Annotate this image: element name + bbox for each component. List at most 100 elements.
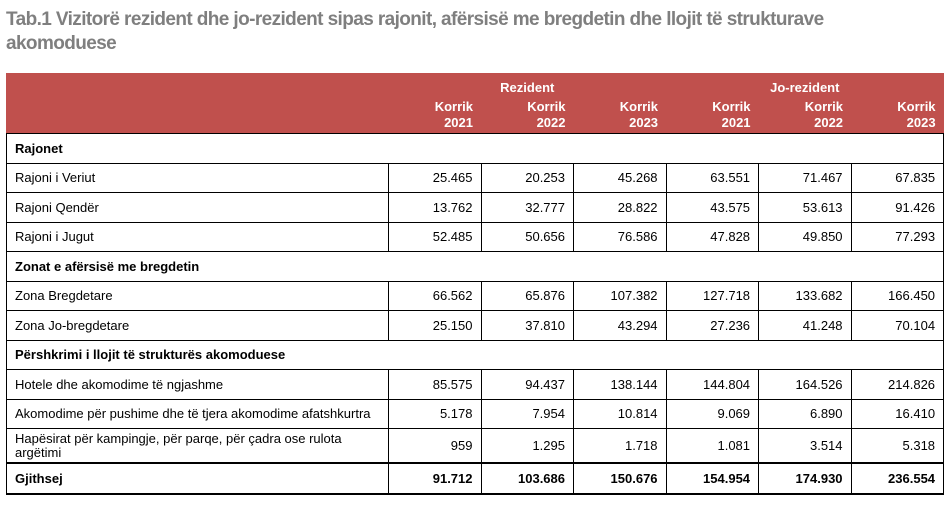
header-year: 2023 bbox=[629, 115, 659, 130]
cell-value: 5.178 bbox=[388, 398, 482, 429]
row-label: Gjithsej bbox=[6, 462, 389, 495]
header-year: 2022 bbox=[536, 115, 566, 130]
header-year: 2021 bbox=[444, 115, 473, 130]
header-month: Korrik bbox=[804, 99, 844, 114]
header-year-col: Korrik 2023 bbox=[573, 95, 667, 134]
row-label: Rajoni i Veriut bbox=[6, 162, 389, 193]
cell-value: 53.613 bbox=[758, 192, 852, 223]
cell-value: 47.828 bbox=[665, 221, 760, 252]
row-label: Rajoni i Jugut bbox=[6, 221, 389, 252]
table-row: Rajoni i Veriut 25.465 20.253 45.268 63.… bbox=[6, 162, 945, 193]
cell-value: 41.248 bbox=[758, 310, 852, 341]
cell-value: 144.804 bbox=[665, 369, 760, 400]
cell-value: 7.954 bbox=[480, 398, 574, 429]
cell-value: 13.762 bbox=[388, 192, 482, 223]
cell-value: 43.294 bbox=[573, 310, 667, 341]
cell-value: 28.822 bbox=[573, 192, 667, 223]
cell-value: 236.554 bbox=[850, 462, 945, 495]
row-label: Hotele dhe akomodime të ngjashme bbox=[6, 369, 389, 400]
cell-value: 6.890 bbox=[758, 398, 852, 429]
cell-value: 70.104 bbox=[850, 310, 945, 341]
cell-value: 127.718 bbox=[665, 280, 760, 311]
cell-value: 138.144 bbox=[573, 369, 667, 400]
header-year-col: Korrik 2021 bbox=[388, 95, 481, 134]
cell-value: 91.426 bbox=[850, 192, 945, 223]
cell-value: 10.814 bbox=[573, 398, 667, 429]
cell-value: 150.676 bbox=[573, 462, 667, 495]
header-year-col: Korrik 2022 bbox=[758, 95, 852, 134]
cell-value: 959 bbox=[388, 428, 482, 464]
cell-value: 25.465 bbox=[388, 162, 482, 193]
header-group-nonresident: Jo-rezident bbox=[666, 73, 944, 95]
table-row: Hotele dhe akomodime të ngjashme 85.575 … bbox=[6, 369, 945, 400]
cell-value: 65.876 bbox=[480, 280, 574, 311]
header-month: Korrik bbox=[619, 99, 659, 114]
total-row: Gjithsej 91.712 103.686 150.676 154.954 … bbox=[6, 462, 945, 495]
header-year-col: Korrik 2023 bbox=[851, 95, 944, 134]
cell-value: 3.514 bbox=[758, 428, 852, 464]
table-row: Rajoni Qendër 13.762 32.777 28.822 43.57… bbox=[6, 192, 945, 223]
cell-value: 32.777 bbox=[480, 192, 574, 223]
header-year: 2023 bbox=[906, 115, 936, 130]
cell-value: 107.382 bbox=[573, 280, 667, 311]
cell-value: 133.682 bbox=[758, 280, 852, 311]
section-label: Përshkrimi i llojit të strukturës akomod… bbox=[5, 339, 945, 370]
cell-value: 37.810 bbox=[480, 310, 574, 341]
row-label: Hapësirat për kampingje, për parqe, për … bbox=[6, 428, 389, 464]
row-label: Akomodime për pushime dhe të tjera akomo… bbox=[6, 398, 389, 429]
table-row: Rajoni i Jugut 52.485 50.656 76.586 47.8… bbox=[6, 221, 945, 252]
cell-value: 16.410 bbox=[850, 398, 945, 429]
header-year: 2022 bbox=[814, 115, 844, 130]
cell-value: 1.081 bbox=[665, 428, 760, 464]
row-label: Zona Jo-bregdetare bbox=[6, 310, 389, 341]
cell-value: 49.850 bbox=[758, 221, 852, 252]
cell-value: 71.467 bbox=[758, 162, 852, 193]
cell-value: 214.826 bbox=[850, 369, 945, 400]
header-month: Korrik bbox=[434, 99, 473, 114]
table-row: Akomodime për pushime dhe të tjera akomo… bbox=[6, 398, 945, 429]
cell-value: 77.293 bbox=[850, 221, 945, 252]
header-group-resident: Rezident bbox=[388, 73, 667, 95]
cell-value: 27.236 bbox=[665, 310, 760, 341]
section-row-regions: Rajonet bbox=[5, 133, 945, 164]
header-month: Korrik bbox=[712, 99, 751, 114]
section-label: Rajonet bbox=[5, 133, 945, 164]
cell-value: 66.562 bbox=[388, 280, 482, 311]
cell-value: 50.656 bbox=[480, 221, 574, 252]
section-label: Zonat e afërsisë me bregdetin bbox=[5, 251, 945, 282]
header-group-row: Rezident Jo-rezident bbox=[6, 73, 944, 95]
cell-value: 85.575 bbox=[388, 369, 482, 400]
cell-value: 1.295 bbox=[480, 428, 574, 464]
table-title: Tab.1 Vizitorë rezident dhe jo-rezident … bbox=[6, 9, 824, 54]
cell-value: 94.437 bbox=[480, 369, 574, 400]
cell-value: 25.150 bbox=[388, 310, 482, 341]
header-year: 2021 bbox=[721, 115, 751, 130]
section-row-types: Përshkrimi i llojit të strukturës akomod… bbox=[5, 339, 945, 370]
header-blank bbox=[6, 95, 389, 134]
row-label: Zona Bregdetare bbox=[6, 280, 389, 311]
cell-value: 91.712 bbox=[388, 462, 482, 495]
cell-value: 103.686 bbox=[480, 462, 574, 495]
cell-value: 9.069 bbox=[665, 398, 760, 429]
cell-value: 63.551 bbox=[665, 162, 760, 193]
cell-value: 52.485 bbox=[388, 221, 482, 252]
visitors-table: Rezident Jo-rezident Korrik 2021 Korrik 20… bbox=[5, 73, 945, 495]
cell-value: 20.253 bbox=[480, 162, 574, 193]
table-row: Hapësirat për kampingje, për parqe, për … bbox=[6, 428, 945, 464]
header-year-col: Korrik 2022 bbox=[481, 95, 574, 134]
cell-value: 164.526 bbox=[758, 369, 852, 400]
cell-value: 166.450 bbox=[850, 280, 945, 311]
cell-value: 5.318 bbox=[850, 428, 945, 464]
header-year-row: Korrik 2021 Korrik 2022 Korrik 2023 Korrik 2… bbox=[6, 95, 944, 134]
cell-value: 1.718 bbox=[573, 428, 667, 464]
header-month: Korrik bbox=[897, 99, 936, 114]
header-corner bbox=[6, 73, 389, 95]
row-label: Rajoni Qendër bbox=[6, 192, 389, 223]
cell-value: 154.954 bbox=[665, 462, 760, 495]
cell-value: 43.575 bbox=[665, 192, 760, 223]
table-row: Zona Bregdetare 66.562 65.876 107.382 12… bbox=[6, 280, 945, 311]
table-row: Zona Jo-bregdetare 25.150 37.810 43.294 … bbox=[6, 310, 945, 341]
cell-value: 174.930 bbox=[758, 462, 852, 495]
cell-value: 76.586 bbox=[573, 221, 667, 252]
cell-value: 45.268 bbox=[573, 162, 667, 193]
